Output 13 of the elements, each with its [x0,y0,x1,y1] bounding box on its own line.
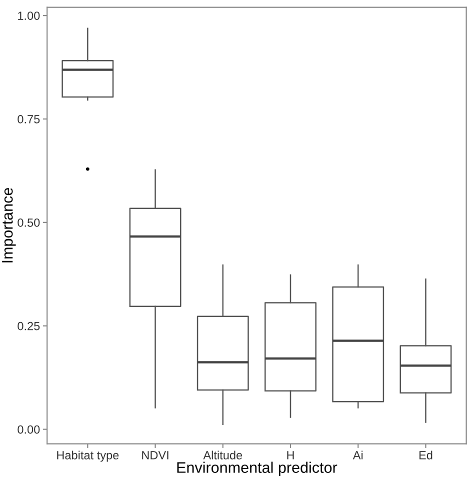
y-tick-label: 0.00 [18,425,40,434]
x-tick-label: H [287,451,294,460]
y-tick-label: 1.00 [18,12,40,20]
y-tick-label: 0.75 [18,115,40,124]
x-tick-label: Habitat type [57,450,119,462]
x-tick-label: NDVI [142,451,168,460]
y-tick-label: 0.50 [18,218,40,227]
y-tick-label: 0.25 [18,322,40,330]
x-tick-label: Ed [419,450,432,460]
x-tick-label: Altitude [203,450,242,460]
y-axis-title: Importance [2,188,16,262]
x-axis-title: Environmental predictor [177,462,338,476]
x-tick-label: Ai [352,450,363,460]
